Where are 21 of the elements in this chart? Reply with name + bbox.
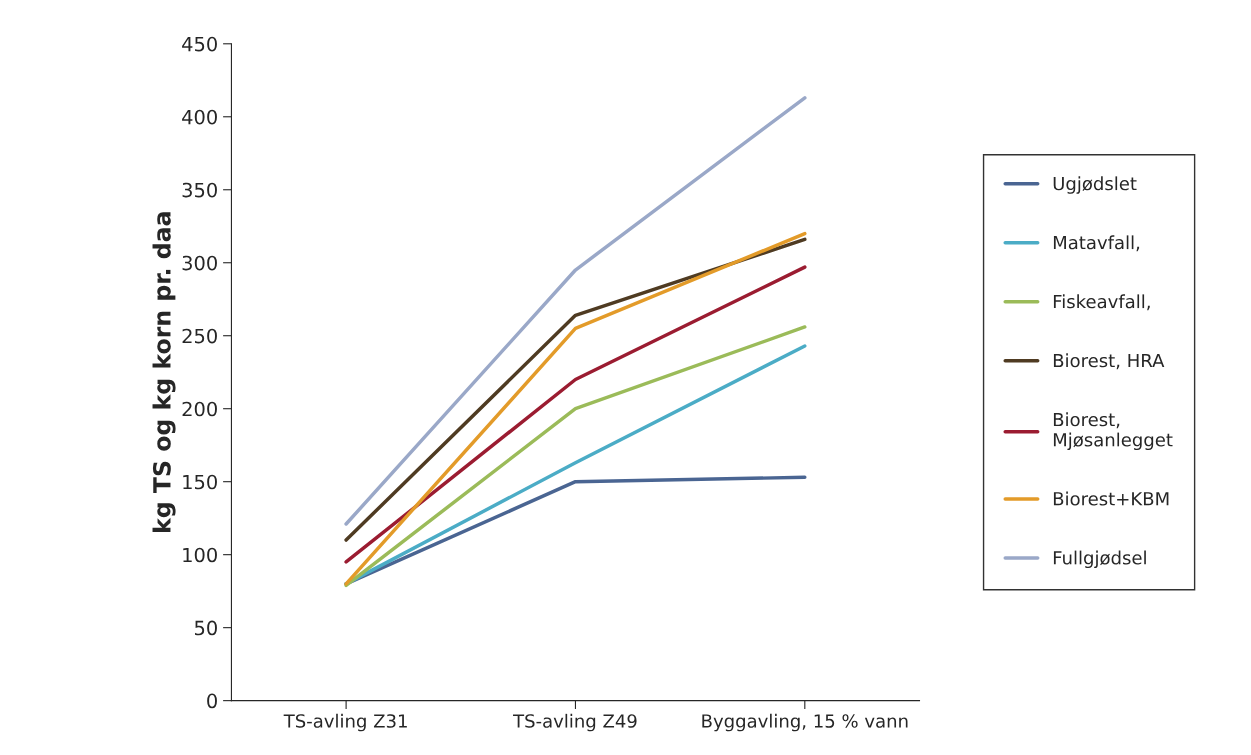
y-tick-label: 200 — [182, 401, 217, 417]
legend-label: Biorest, HRA — [1053, 353, 1165, 370]
x-tick-label: TS-avling Z31 — [283, 713, 407, 732]
legend-label: Matavfall, — [1053, 235, 1140, 252]
legend-label: Biorest, Mjøsanlegget — [1053, 412, 1173, 451]
legend-label: Ugjødslet — [1053, 176, 1137, 194]
y-tick-label: 450 — [182, 36, 217, 52]
y-tick-label: 50 — [195, 620, 217, 636]
y-tick-label: 250 — [182, 328, 217, 344]
y-tick-label: 300 — [182, 255, 217, 271]
legend-label: Biorest+KBM — [1053, 491, 1169, 506]
y-tick-label: 0 — [207, 693, 217, 709]
x-tick-label: Byggavling, 15 % vann — [702, 713, 908, 732]
x-tick-label: TS-avling Z49 — [513, 713, 637, 732]
y-tick-label: 350 — [182, 182, 217, 198]
y-tick-label: 100 — [183, 547, 217, 563]
legend-label: Fiskeavfall, — [1053, 294, 1150, 311]
y-tick-label: 400 — [182, 109, 217, 125]
y-axis-title: kg TS og kg korn pr. daa — [152, 212, 176, 532]
legend-label: Fullgjødsel — [1053, 550, 1146, 569]
y-tick-label: 150 — [183, 474, 217, 490]
